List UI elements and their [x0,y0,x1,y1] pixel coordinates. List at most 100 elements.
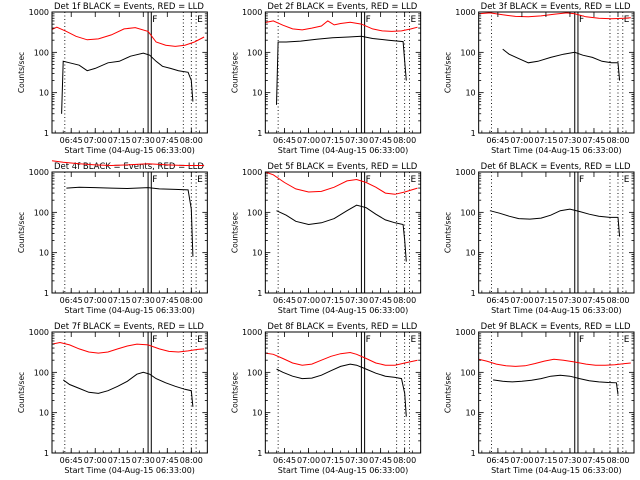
x-tick-label: 06:45 [273,136,296,145]
plot-frame [478,171,635,294]
y-tick-label: 1000 [29,8,49,17]
chart-panel-7: Det 7f BLACK = Events, RED = LLD F E 1 10 100… [17,322,208,475]
y-tick-label: 1000 [29,168,49,177]
x-tick-label: 07:15 [108,296,131,305]
x-tick-label: 06:45 [273,296,296,305]
y-tick-label: 1 [257,129,262,138]
chart-title: Det 4f BLACK = Events, RED = LLD [54,162,204,172]
y-tick-label: 10 [465,89,475,98]
y-tick-label: 1 [471,289,476,298]
x-tick-label: 06:45 [486,296,509,305]
marker-label: F [579,335,584,345]
chart-title: Det 9f BLACK = Events, RED = LLD [481,322,631,332]
events-series-line [493,374,619,395]
y-tick-label: 10 [465,249,475,258]
x-tick-label: 07:00 [297,296,320,305]
x-tick-label: 07:45 [156,136,179,145]
y-tick-label: 1000 [242,8,262,17]
x-tick-label: 07:30 [558,296,581,305]
x-tick-label: 08:00 [393,456,416,465]
x-tick-label: 07:45 [582,136,605,145]
y-tick-label: 1 [257,289,262,298]
y-tick-label: 100 [34,368,49,377]
events-series-line [502,48,621,81]
plot-frame [51,171,208,294]
plot-frame [51,11,208,134]
x-tick-label: 08:00 [393,136,416,145]
x-tick-label: 07:45 [369,136,392,145]
x-tick-label: 07:30 [558,136,581,145]
y-axis-label: Counts/sec [230,52,239,93]
plot-frame [264,11,422,134]
x-tick-label: 08:00 [606,456,629,465]
x-tick-label: 08:00 [180,296,203,305]
x-axis-label: Start Time (04-Aug-15 06:33:00) [491,306,622,315]
x-tick-label: 07:45 [582,296,605,305]
y-axis-label: Counts/sec [17,52,26,93]
chart-panel-8: Det 8f BLACK = Events, RED = LLD F E 1 10 100… [230,322,422,475]
y-tick-label: 10 [252,249,262,258]
y-tick-label: 1000 [455,168,475,177]
plot-frame [264,171,422,294]
events-series-line [61,52,194,114]
y-tick-label: 10 [252,409,262,418]
x-axis-label: Start Time (04-Aug-15 06:33:00) [278,466,409,475]
x-tick-label: 07:00 [510,296,533,305]
y-tick-label: 1 [471,129,476,138]
plot-frame [264,331,422,454]
events-series-line [489,208,621,237]
marker-label: E [624,175,630,185]
marker-label: E [624,335,630,345]
x-tick-label: 07:45 [582,456,605,465]
marker-label: E [410,175,416,185]
x-tick-label: 06:45 [60,296,83,305]
marker-label: F [366,175,371,185]
x-axis-label: Start Time (04-Aug-15 06:33:00) [491,146,622,155]
y-tick-label: 100 [460,208,475,217]
x-tick-label: 07:15 [108,136,131,145]
x-tick-label: 07:45 [369,456,392,465]
x-tick-label: 06:45 [273,456,296,465]
chart-panel-2: Det 2f BLACK = Events, RED = LLD F E 1 10 100… [230,2,422,155]
events-series-line [276,363,407,417]
x-tick-label: 07:15 [534,136,557,145]
y-tick-label: 10 [39,409,49,418]
marker-label: F [579,175,584,185]
marker-label: E [624,15,630,25]
y-tick-label: 10 [252,89,262,98]
x-tick-label: 07:30 [345,456,368,465]
lld-series-line [478,12,631,20]
chart-title: Det 6f BLACK = Events, RED = LLD [481,162,631,172]
y-tick-label: 100 [247,48,262,57]
plot-frame [478,331,635,454]
x-tick-label: 08:00 [393,296,416,305]
x-tick-label: 07:30 [345,136,368,145]
lld-series-line [478,358,631,367]
marker-label: E [197,15,203,25]
y-tick-label: 100 [460,368,475,377]
x-tick-label: 06:45 [60,456,83,465]
x-axis-label: Start Time (04-Aug-15 06:33:00) [64,306,195,315]
x-axis-label: Start Time (04-Aug-15 06:33:00) [278,146,409,155]
x-tick-label: 07:45 [156,296,179,305]
x-tick-label: 07:00 [84,456,107,465]
x-axis-label: Start Time (04-Aug-15 06:33:00) [278,306,409,315]
marker-label: F [366,15,371,25]
events-series-line [276,204,407,262]
chart-panel-5: Det 5f BLACK = Events, RED = LLD F E 1 10 100… [230,162,422,315]
y-tick-label: 100 [34,48,49,57]
x-tick-label: 07:30 [132,136,155,145]
events-series-line [66,186,194,257]
x-tick-label: 08:00 [606,136,629,145]
chart-panel-3: Det 3f BLACK = Events, RED = LLD F E 1 10 100… [444,2,635,155]
marker-label: F [152,335,157,345]
y-tick-label: 10 [465,409,475,418]
marker-label: F [152,15,157,25]
y-tick-label: 100 [247,208,262,217]
y-tick-label: 1000 [29,328,49,337]
x-tick-label: 06:45 [486,456,509,465]
chart-title: Det 7f BLACK = Events, RED = LLD [54,322,204,332]
y-tick-label: 1 [44,449,49,458]
